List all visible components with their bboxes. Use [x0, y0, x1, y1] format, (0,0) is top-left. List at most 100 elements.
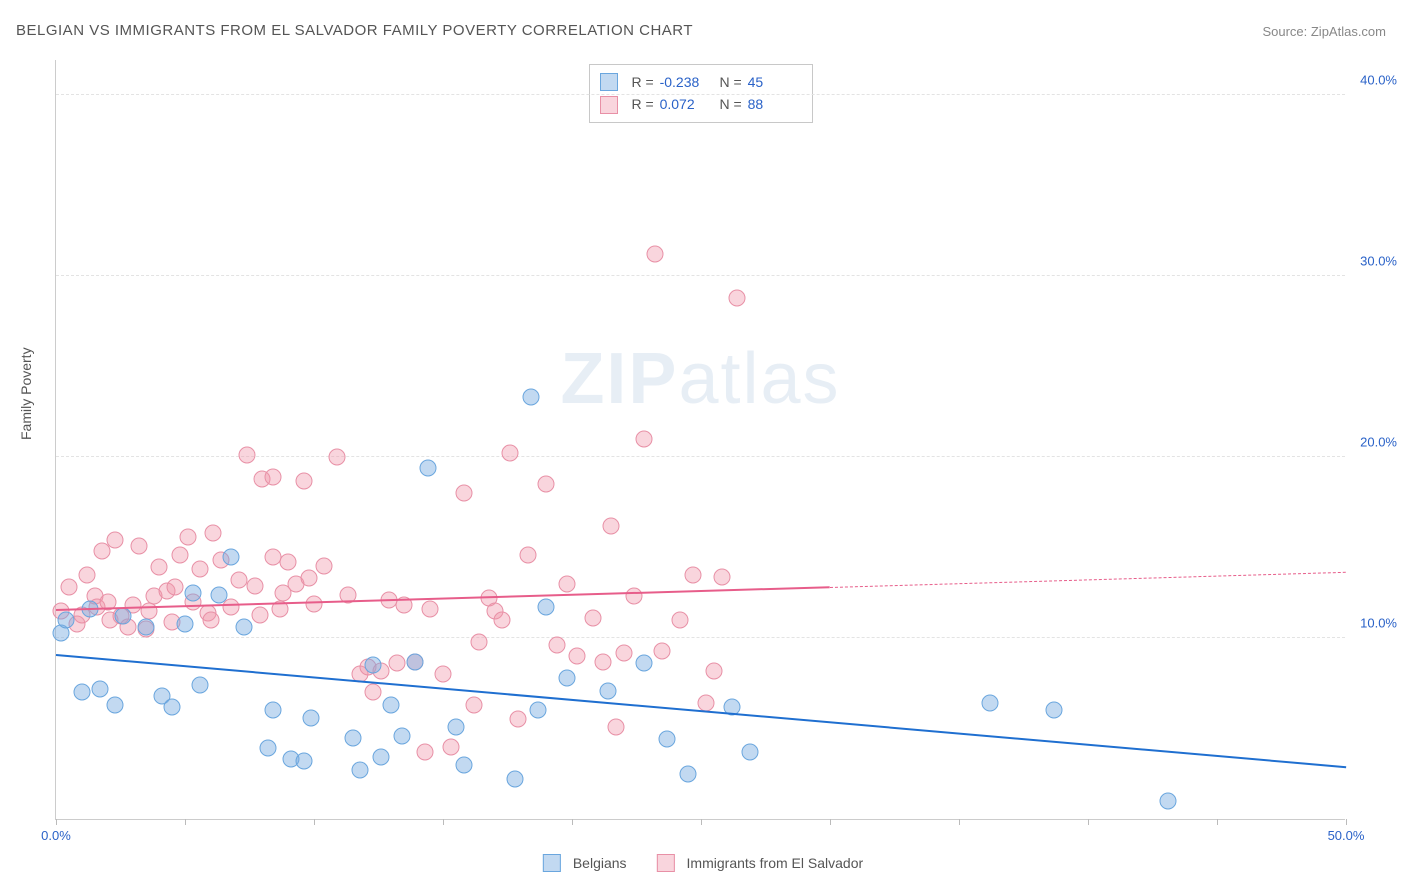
point-series-b [422, 601, 439, 618]
xtick [701, 819, 702, 825]
point-series-b [520, 546, 537, 563]
stat-n-a: 45 [748, 74, 764, 90]
point-series-a [164, 698, 181, 715]
point-series-a [58, 611, 75, 628]
point-series-a [600, 682, 617, 699]
xtick [959, 819, 960, 825]
point-series-b [130, 537, 147, 554]
point-series-b [107, 532, 124, 549]
point-series-a [419, 459, 436, 476]
stats-row-a: R = -0.238 N = 45 [600, 71, 798, 93]
point-series-b [705, 662, 722, 679]
xtick [185, 819, 186, 825]
point-series-a [373, 749, 390, 766]
point-series-a [981, 695, 998, 712]
watermark-zip: ZIP [560, 339, 678, 419]
point-series-b [416, 744, 433, 761]
point-series-a [530, 702, 547, 719]
point-series-a [115, 608, 132, 625]
point-series-a [352, 762, 369, 779]
point-series-b [192, 561, 209, 578]
point-series-a [236, 619, 253, 636]
point-series-b [672, 611, 689, 628]
stat-n-b: 88 [748, 96, 764, 112]
xtick [830, 819, 831, 825]
point-series-b [166, 579, 183, 596]
xtick [1088, 819, 1089, 825]
point-series-a [383, 697, 400, 714]
legend-label-b: Immigrants from El Salvador [687, 855, 864, 871]
point-series-b [264, 548, 281, 565]
point-series-a [507, 771, 524, 788]
point-series-b [205, 525, 222, 542]
point-series-a [636, 655, 653, 672]
point-series-a [393, 727, 410, 744]
xtick [1346, 819, 1347, 825]
point-series-b [509, 711, 526, 728]
point-series-b [202, 611, 219, 628]
point-series-a [659, 731, 676, 748]
xtick [314, 819, 315, 825]
point-series-a [1046, 702, 1063, 719]
point-series-b [365, 684, 382, 701]
point-series-b [607, 718, 624, 735]
point-series-b [471, 633, 488, 650]
point-series-b [558, 575, 575, 592]
point-series-a [455, 756, 472, 773]
legend-swatch-a [543, 854, 561, 872]
point-series-b [713, 568, 730, 585]
point-series-b [316, 557, 333, 574]
point-series-b [264, 469, 281, 486]
point-series-b [685, 566, 702, 583]
point-series-b [231, 572, 248, 589]
legend-item-a: Belgians [543, 854, 627, 872]
bottom-legend: Belgians Immigrants from El Salvador [543, 854, 863, 872]
legend-label-a: Belgians [573, 855, 627, 871]
point-series-b [388, 655, 405, 672]
xtick-label: 0.0% [41, 828, 71, 843]
point-series-b [594, 653, 611, 670]
point-series-b [538, 476, 555, 493]
watermark-atlas: atlas [678, 339, 840, 419]
gridline [56, 637, 1345, 638]
xtick-label: 50.0% [1328, 828, 1365, 843]
y-axis-label: Family Poverty [18, 347, 34, 440]
point-series-a [73, 684, 90, 701]
source-credit: Source: ZipAtlas.com [1262, 24, 1386, 39]
point-series-b [171, 546, 188, 563]
point-series-b [625, 588, 642, 605]
gridline [56, 94, 1345, 95]
stat-r-b: 0.072 [660, 96, 695, 112]
point-series-a [1159, 792, 1176, 809]
swatch-series-a [600, 73, 618, 91]
ytick-label: 40.0% [1360, 73, 1397, 88]
point-series-a [264, 702, 281, 719]
point-series-b [60, 579, 77, 596]
point-series-a [522, 389, 539, 406]
point-series-a [107, 697, 124, 714]
point-series-b [646, 246, 663, 263]
point-series-b [329, 449, 346, 466]
point-series-b [569, 648, 586, 665]
swatch-series-b [600, 96, 618, 114]
point-series-a [138, 619, 155, 636]
point-series-b [465, 697, 482, 714]
ytick-label: 30.0% [1360, 254, 1397, 269]
point-series-b [615, 644, 632, 661]
watermark: ZIPatlas [560, 338, 840, 420]
xtick [572, 819, 573, 825]
point-series-a [406, 653, 423, 670]
point-series-a [259, 740, 276, 757]
ytick-label: 20.0% [1360, 435, 1397, 450]
point-series-b [223, 599, 240, 616]
point-series-b [602, 517, 619, 534]
point-series-a [558, 669, 575, 686]
point-series-a [303, 709, 320, 726]
point-series-b [251, 606, 268, 623]
ytick-label: 10.0% [1360, 616, 1397, 631]
point-series-b [494, 611, 511, 628]
point-series-a [344, 729, 361, 746]
source-name: ZipAtlas.com [1311, 24, 1386, 39]
xtick [443, 819, 444, 825]
xtick [56, 819, 57, 825]
